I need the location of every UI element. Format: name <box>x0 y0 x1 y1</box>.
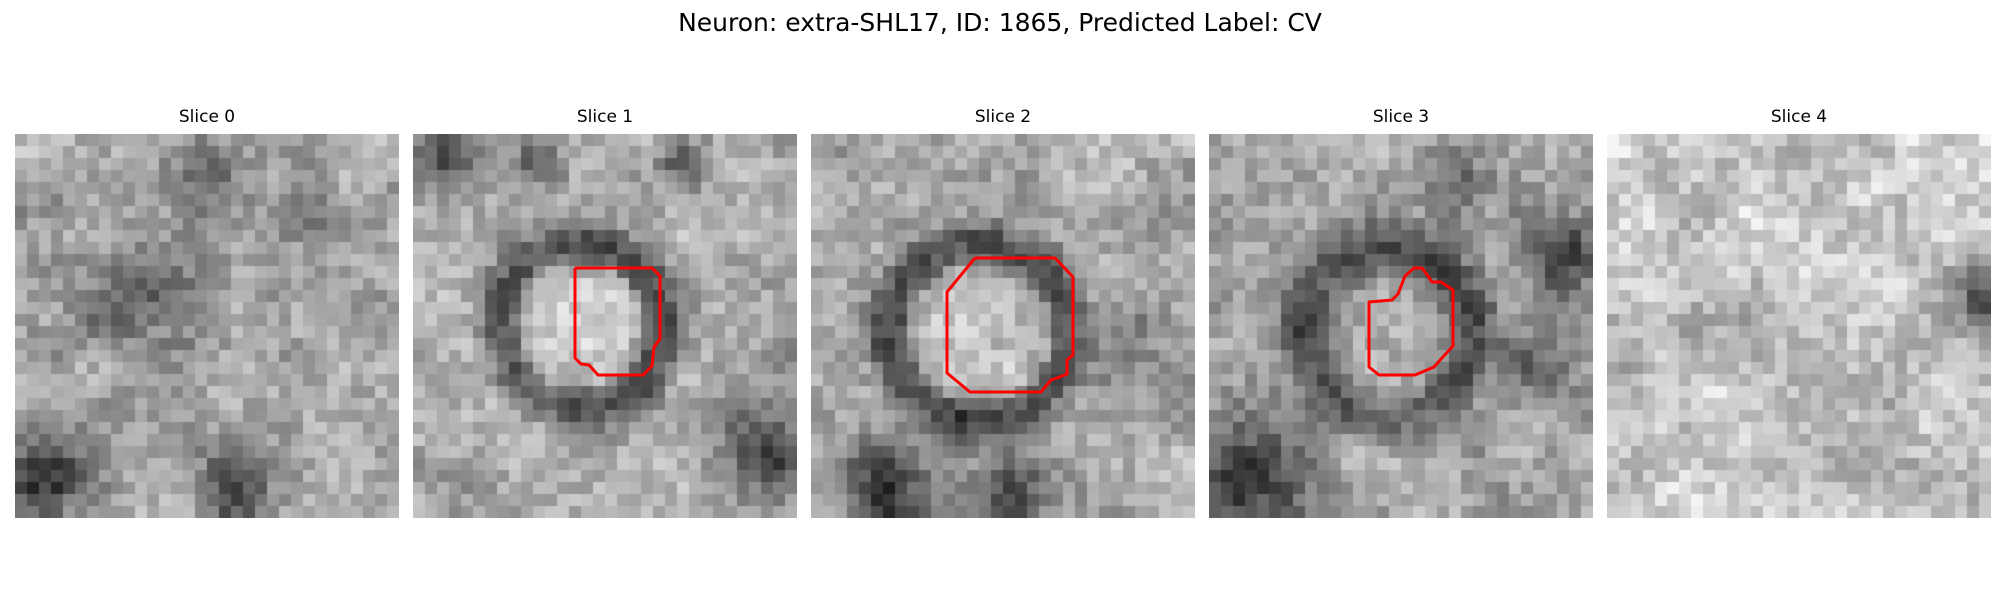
slice-image-2 <box>811 134 1195 518</box>
slice-title-3: Slice 3 <box>1372 107 1430 127</box>
slice-image-3 <box>1209 134 1593 518</box>
slice-image-4 <box>1607 134 1991 518</box>
slice-image-1 <box>413 134 797 518</box>
figure-title: Neuron: extra-SHL17, ID: 1865, Predicted… <box>678 8 1322 37</box>
slice-title-2: Slice 2 <box>974 107 1032 127</box>
slice-title-4: Slice 4 <box>1770 107 1828 127</box>
slice-title-0: Slice 0 <box>178 107 236 127</box>
slice-image-0 <box>15 134 399 518</box>
slice-title-1: Slice 1 <box>576 107 634 127</box>
